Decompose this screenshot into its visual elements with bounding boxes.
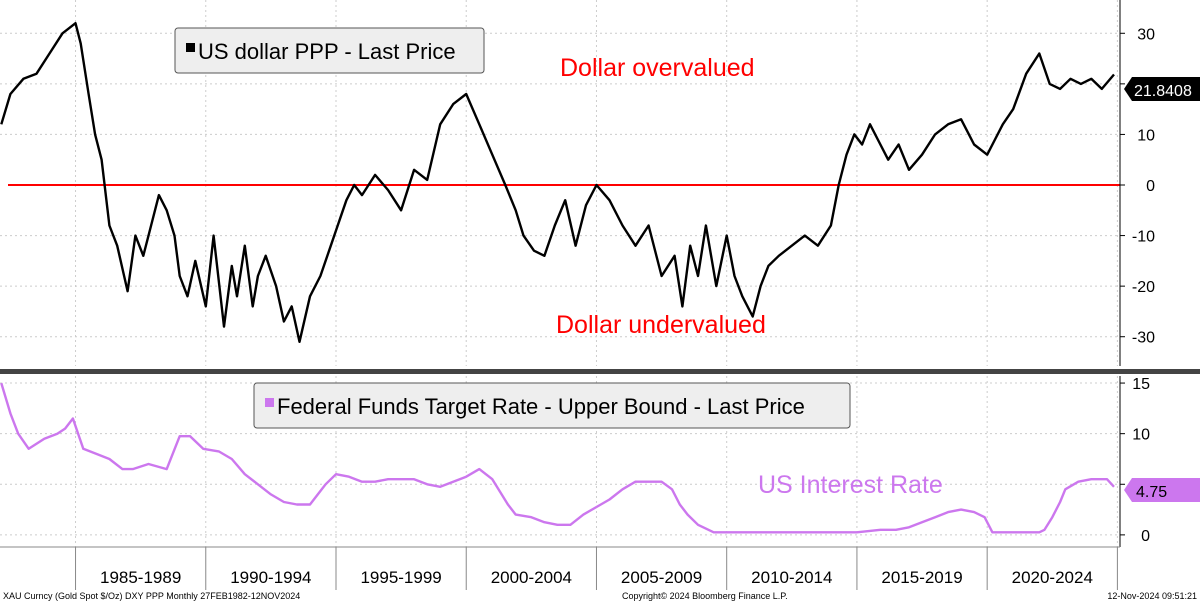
x-period-label: 2005-2009: [621, 568, 702, 587]
bottom-legend: Federal Funds Target Rate - Upper Bound …: [253, 382, 851, 429]
x-period-label: 1995-1999: [360, 568, 441, 587]
footer: XAU Curncy (Gold Spot $/Oz) DXY PPP Mont…: [3, 591, 1197, 601]
footer-timestamp: 12-Nov-2024 09:51:21: [1107, 591, 1197, 601]
bottom-y-tick-label: 10: [1132, 427, 1150, 444]
ppp-last-value: 21.8408: [1134, 83, 1192, 100]
us-interest-rate-annotation: US Interest Rate: [758, 471, 943, 499]
fed-funds-series-line: [0, 382, 1115, 534]
panel-separator: [0, 369, 1200, 374]
top-legend-swatch: [186, 43, 195, 52]
footer-copyright: Copyright© 2024 Bloomberg Finance L.P.: [622, 591, 788, 601]
x-period-label: 1990-1994: [230, 568, 311, 587]
x-period-label: 2010-2014: [751, 568, 832, 587]
x-period-label: 2020-2024: [1012, 568, 1093, 587]
x-axis-period-labels: 1985-1989 1990-1994 1995-1999 2000-2004 2005…: [75, 547, 1118, 590]
bottom-legend-label: Federal Funds Target Rate - Upper Bound …: [277, 394, 805, 419]
dollar-undervalued-annotation: Dollar undervalued: [556, 311, 766, 339]
bottom-legend-box: [253, 382, 851, 429]
ppp-last-value-tag: 21.8408: [1124, 77, 1200, 101]
top-panel: 3020100-10-20-30 US dollar PPP - Last Pr…: [0, 0, 1200, 366]
top-y-tick-label: -10: [1132, 229, 1155, 246]
top-y-tick-labels: 3020100-10-20-30: [1119, 0, 1155, 366]
x-period-label: 2015-2019: [881, 568, 962, 587]
top-y-tick-label: 30: [1137, 26, 1155, 43]
bottom-y-tick-label: 0: [1141, 528, 1150, 545]
top-y-tick-label: -30: [1132, 330, 1155, 347]
top-y-tick-label: 0: [1146, 178, 1155, 195]
bottom-y-tick-label: 15: [1132, 376, 1150, 393]
top-y-tick-label: -20: [1132, 279, 1155, 296]
ppp-series-line: [0, 22, 1115, 343]
rate-last-value: 4.75: [1136, 484, 1167, 501]
x-period-label: 2000-2004: [491, 568, 572, 587]
top-legend-box: [174, 27, 485, 74]
top-y-tick-label: 10: [1137, 127, 1155, 144]
dollar-overvalued-annotation: Dollar overvalued: [560, 54, 755, 82]
bottom-panel: 151050 Federal Funds Target Rate - Upper…: [0, 376, 1200, 547]
top-legend-label: US dollar PPP - Last Price: [198, 39, 456, 64]
x-period-label: 1985-1989: [100, 568, 181, 587]
rate-last-value-tag: 4.75: [1124, 478, 1200, 502]
bottom-y-tick-labels: 151050: [1119, 376, 1150, 547]
footer-source: XAU Curncy (Gold Spot $/Oz) DXY PPP Mont…: [3, 591, 300, 601]
bottom-legend-swatch: [265, 398, 274, 407]
top-legend: US dollar PPP - Last Price: [174, 27, 485, 74]
